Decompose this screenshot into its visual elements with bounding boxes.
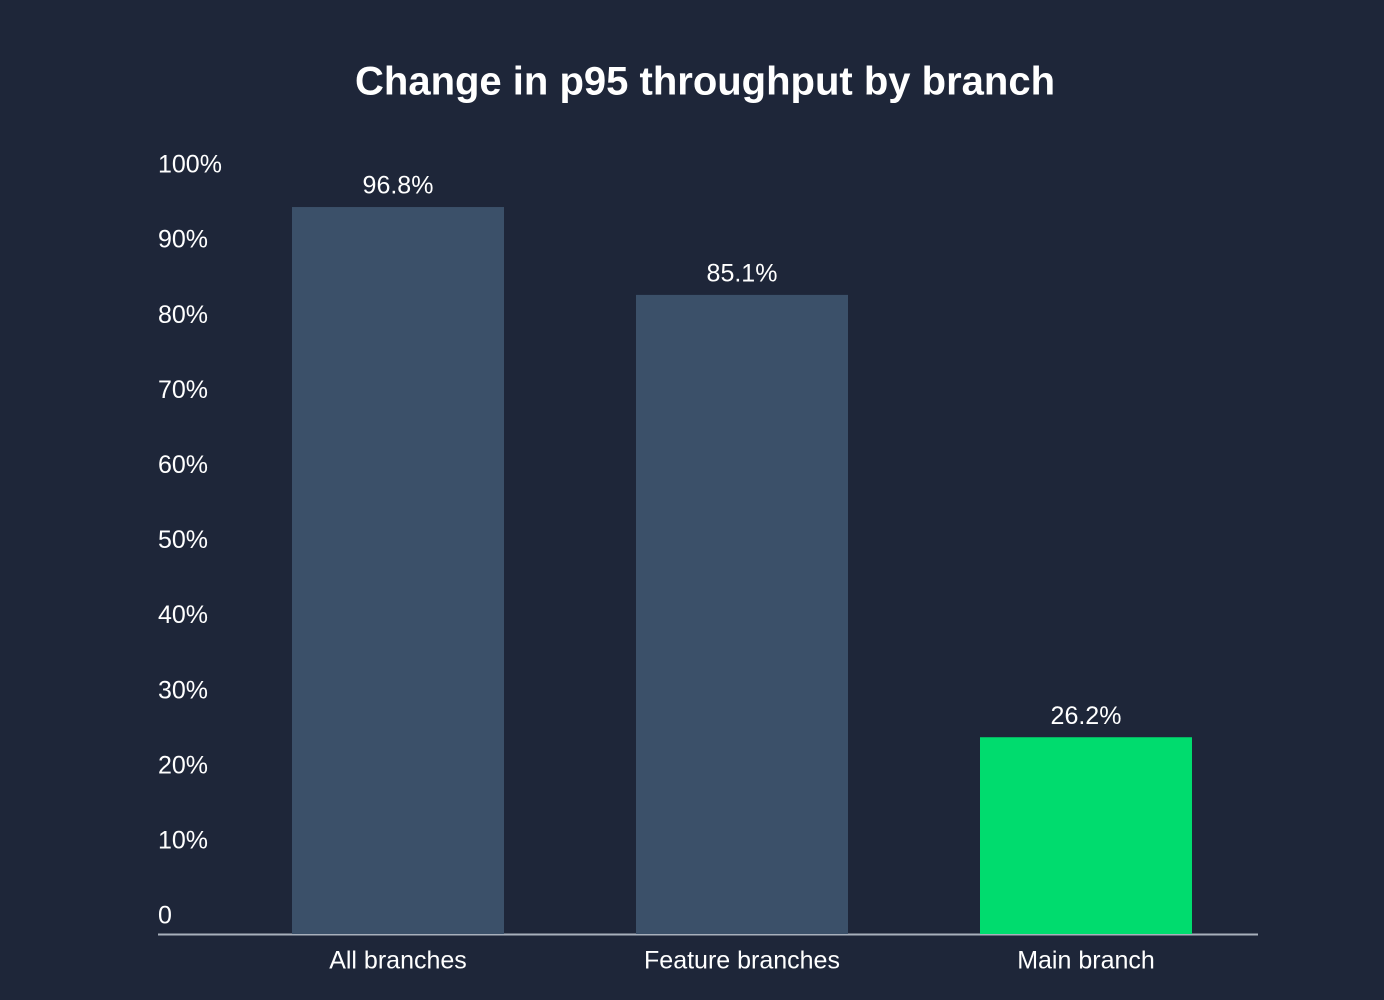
y-tick-label: 70% [158,376,208,404]
value-label: 26.2% [1051,702,1122,730]
x-tick-label: Main branch [1017,947,1155,975]
bar [636,294,848,934]
bar [292,207,504,935]
y-tick-label: 0 [158,902,172,930]
y-tick-label: 100% [158,151,222,179]
y-tick-label: 50% [158,526,208,554]
chart-title: Change in p95 throughput by branch [355,60,1055,104]
y-tick-label: 10% [158,827,208,855]
y-tick-label: 20% [158,751,208,779]
value-label: 85.1% [707,260,778,288]
x-tick-label: Feature branches [644,947,840,975]
x-tick-label: All branches [329,947,467,975]
y-tick-label: 90% [158,226,208,254]
y-tick-label: 80% [158,301,208,329]
y-tick-label: 30% [158,676,208,704]
value-label: 96.8% [363,172,434,200]
y-tick-label: 40% [158,601,208,629]
bar [980,737,1192,934]
y-tick-label: 60% [158,451,208,479]
